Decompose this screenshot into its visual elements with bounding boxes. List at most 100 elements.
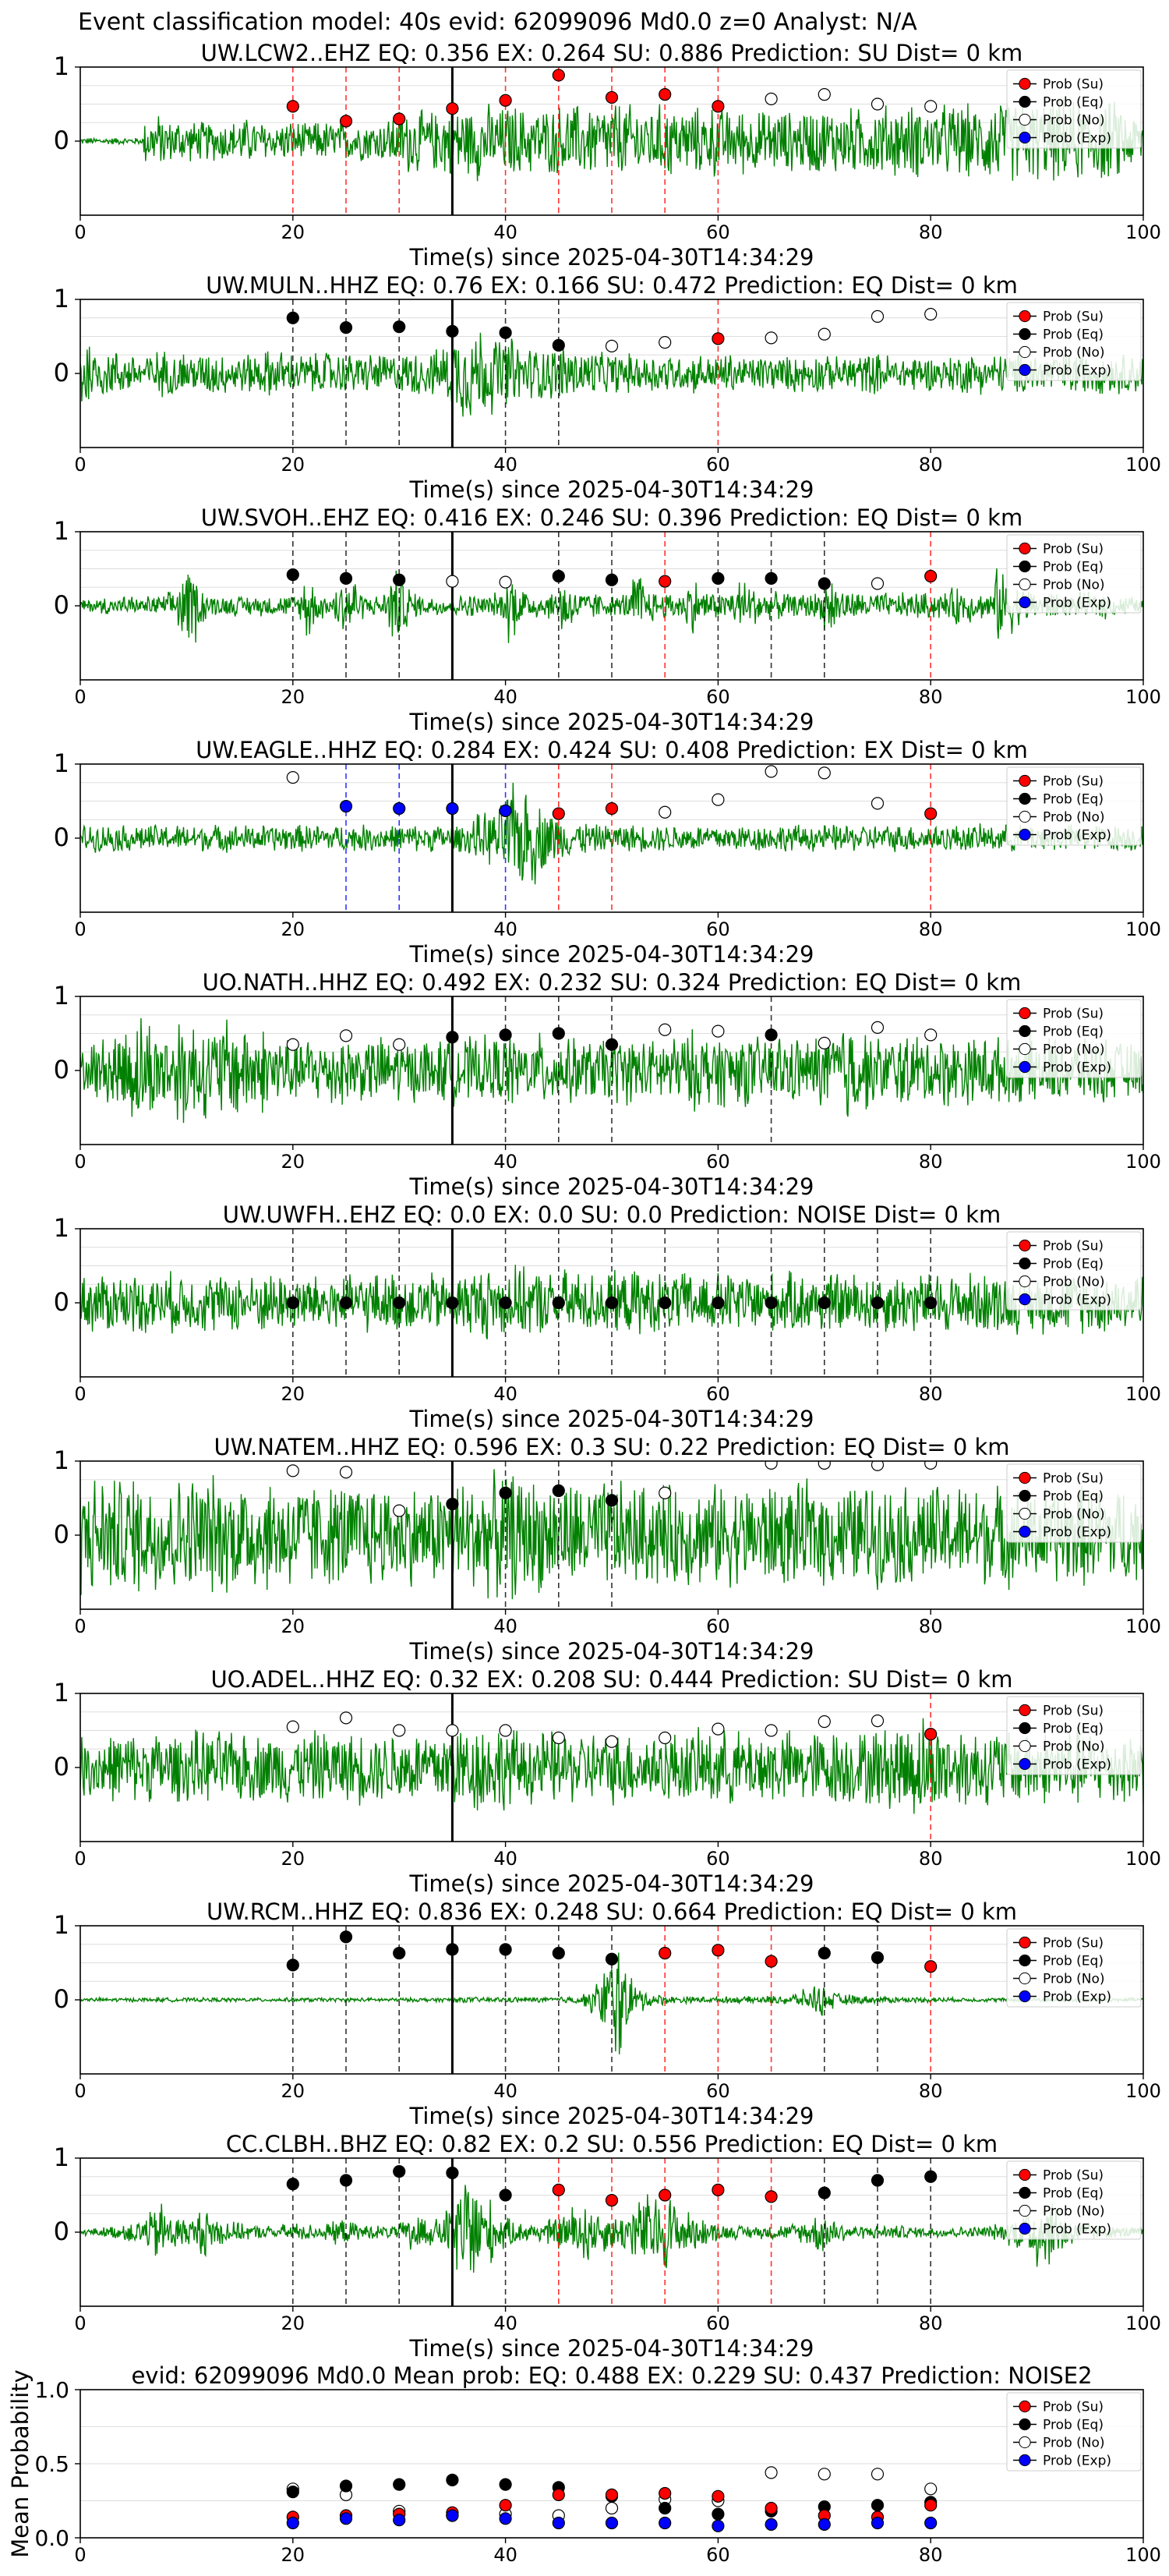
mean-marker-eq (393, 2478, 406, 2491)
station-panel: UW.RCM..HHZ EQ: 0.836 EX: 0.248 SU: 0.66… (54, 1898, 1161, 2129)
legend-label-su: Prob (Su) (1043, 1238, 1104, 1254)
legend-marker-exp (1019, 1293, 1031, 1306)
prob-marker-no (339, 1029, 353, 1042)
y-tick-label: 0 (54, 2217, 69, 2246)
prob-marker-no (871, 310, 885, 323)
x-tick-label: 80 (919, 918, 943, 940)
prob-marker-eq (499, 326, 512, 339)
legend-marker-eq (1019, 327, 1031, 341)
plot-area (80, 299, 1143, 448)
x-tick-label: 40 (493, 2544, 517, 2566)
prob-marker-no (393, 1038, 406, 1051)
y-tick-label: 0 (54, 126, 69, 155)
station-panel: UW.NATEM..HHZ EQ: 0.596 EX: 0.3 SU: 0.22… (54, 1434, 1161, 1665)
legend-label-su: Prob (Su) (1043, 2167, 1104, 2183)
legend-marker-exp (1019, 131, 1031, 144)
prob-marker-no (871, 1714, 885, 1728)
mean-marker-exp (446, 2509, 459, 2522)
x-tick-label: 40 (493, 1383, 517, 1405)
prob-marker-no (659, 1486, 672, 1499)
x-tick-label: 100 (1125, 1383, 1161, 1405)
prob-marker-no (871, 97, 885, 111)
prob-marker-eq (818, 2186, 831, 2199)
legend-label-su: Prob (Su) (1043, 1703, 1104, 1718)
mean-marker-exp (659, 2516, 672, 2530)
legend-marker-eq (1019, 1257, 1031, 1270)
prob-marker-no (659, 805, 672, 819)
legend-label-exp: Prob (Exp) (1043, 2221, 1111, 2237)
x-tick-label: 0 (74, 2544, 86, 2566)
waveform-trace (80, 1718, 1143, 1814)
plot-area (80, 1461, 1143, 1609)
prob-marker-eq (924, 1296, 938, 1310)
prob-marker-eq (393, 1947, 406, 1960)
legend-label-eq: Prob (Eq) (1043, 1953, 1104, 1969)
station-panel: UW.UWFH..EHZ EQ: 0.0 EX: 0.0 SU: 0.0 Pre… (54, 1201, 1161, 1432)
legend-label-su: Prob (Su) (1043, 76, 1104, 92)
station-panel: CC.CLBH..BHZ EQ: 0.82 EX: 0.2 SU: 0.556 … (54, 2131, 1161, 2362)
legend-label-exp: Prob (Exp) (1043, 363, 1111, 378)
x-axis-label: Time(s) since 2025-04-30T14:34:29 (409, 1638, 814, 1665)
prob-marker-su (924, 1960, 938, 1973)
legend-frame (1006, 2392, 1142, 2472)
panel-title: UW.LCW2..EHZ EQ: 0.356 EX: 0.264 SU: 0.8… (201, 40, 1023, 66)
x-tick-label: 0 (74, 1383, 86, 1405)
prob-marker-eq (552, 338, 565, 352)
legend-marker-eq (1019, 792, 1031, 805)
x-tick-label: 80 (919, 2544, 943, 2566)
prob-marker-no (765, 1461, 778, 1470)
y-tick-label: 0 (54, 1287, 69, 1317)
y-tick-label: 1 (54, 284, 69, 313)
legend-marker-exp (1019, 828, 1031, 841)
legend-marker-no (1019, 1275, 1031, 1288)
legend-label-no: Prob (No) (1043, 1739, 1105, 1754)
x-tick-label: 100 (1125, 2312, 1161, 2334)
y-tick-label: 0 (54, 358, 69, 387)
prob-marker-no (286, 1464, 299, 1477)
prob-marker-no (446, 575, 459, 588)
prob-marker-eq (605, 1296, 619, 1310)
x-tick-label: 0 (74, 918, 86, 940)
mean-marker-no (818, 2468, 831, 2481)
legend-marker-eq (1019, 1489, 1031, 1502)
prob-marker-su (659, 88, 672, 101)
panel-title: UW.RCM..HHZ EQ: 0.836 EX: 0.248 SU: 0.66… (207, 1898, 1017, 1925)
x-axis-label: Time(s) since 2025-04-30T14:34:29 (409, 2103, 814, 2129)
x-tick-label: 80 (919, 221, 943, 243)
mean-marker-su (712, 2489, 725, 2503)
panel-title: UW.EAGLE..HHZ EQ: 0.284 EX: 0.424 SU: 0.… (196, 737, 1028, 763)
y-tick-label: 1 (54, 1213, 69, 1243)
prob-marker-no (286, 1720, 299, 1733)
mean-marker-eq (286, 2486, 299, 2499)
prob-marker-no (499, 575, 512, 589)
legend-marker-no (1019, 2204, 1031, 2217)
legend-label-su: Prob (Su) (1043, 773, 1104, 789)
prob-marker-eq (286, 568, 299, 582)
legend-marker-no (1019, 1739, 1031, 1753)
prob-marker-eq (605, 1952, 619, 1966)
legend-label-exp: Prob (Exp) (1043, 1524, 1111, 1540)
x-tick-label: 20 (281, 2080, 305, 2102)
waveform-trace (80, 782, 1143, 885)
mean-marker-exp (339, 2512, 353, 2525)
y-tick-label: 0 (54, 1984, 69, 2014)
legend-label-eq: Prob (Eq) (1043, 791, 1104, 807)
legend-label-no: Prob (No) (1043, 1971, 1105, 1987)
prob-marker-eq (446, 324, 459, 338)
legend-marker-eq (1019, 1721, 1031, 1735)
x-tick-label: 100 (1125, 1615, 1161, 1637)
prob-marker-no (446, 1724, 459, 1737)
panel-title: CC.CLBH..BHZ EQ: 0.82 EX: 0.2 SU: 0.556 … (226, 2131, 998, 2157)
prob-marker-no (605, 339, 619, 352)
legend-marker-exp (1019, 596, 1031, 609)
x-tick-label: 100 (1125, 2544, 1161, 2566)
y-tick-label: 0 (54, 1752, 69, 1782)
legend-label-eq: Prob (Eq) (1043, 1024, 1104, 1039)
x-tick-label: 20 (281, 2312, 305, 2334)
prob-marker-exp (393, 801, 406, 816)
prob-marker-eq (446, 2166, 459, 2180)
mean-marker-no (871, 2468, 885, 2481)
legend-frame (1006, 1696, 1142, 1775)
prob-marker-su (552, 69, 565, 82)
